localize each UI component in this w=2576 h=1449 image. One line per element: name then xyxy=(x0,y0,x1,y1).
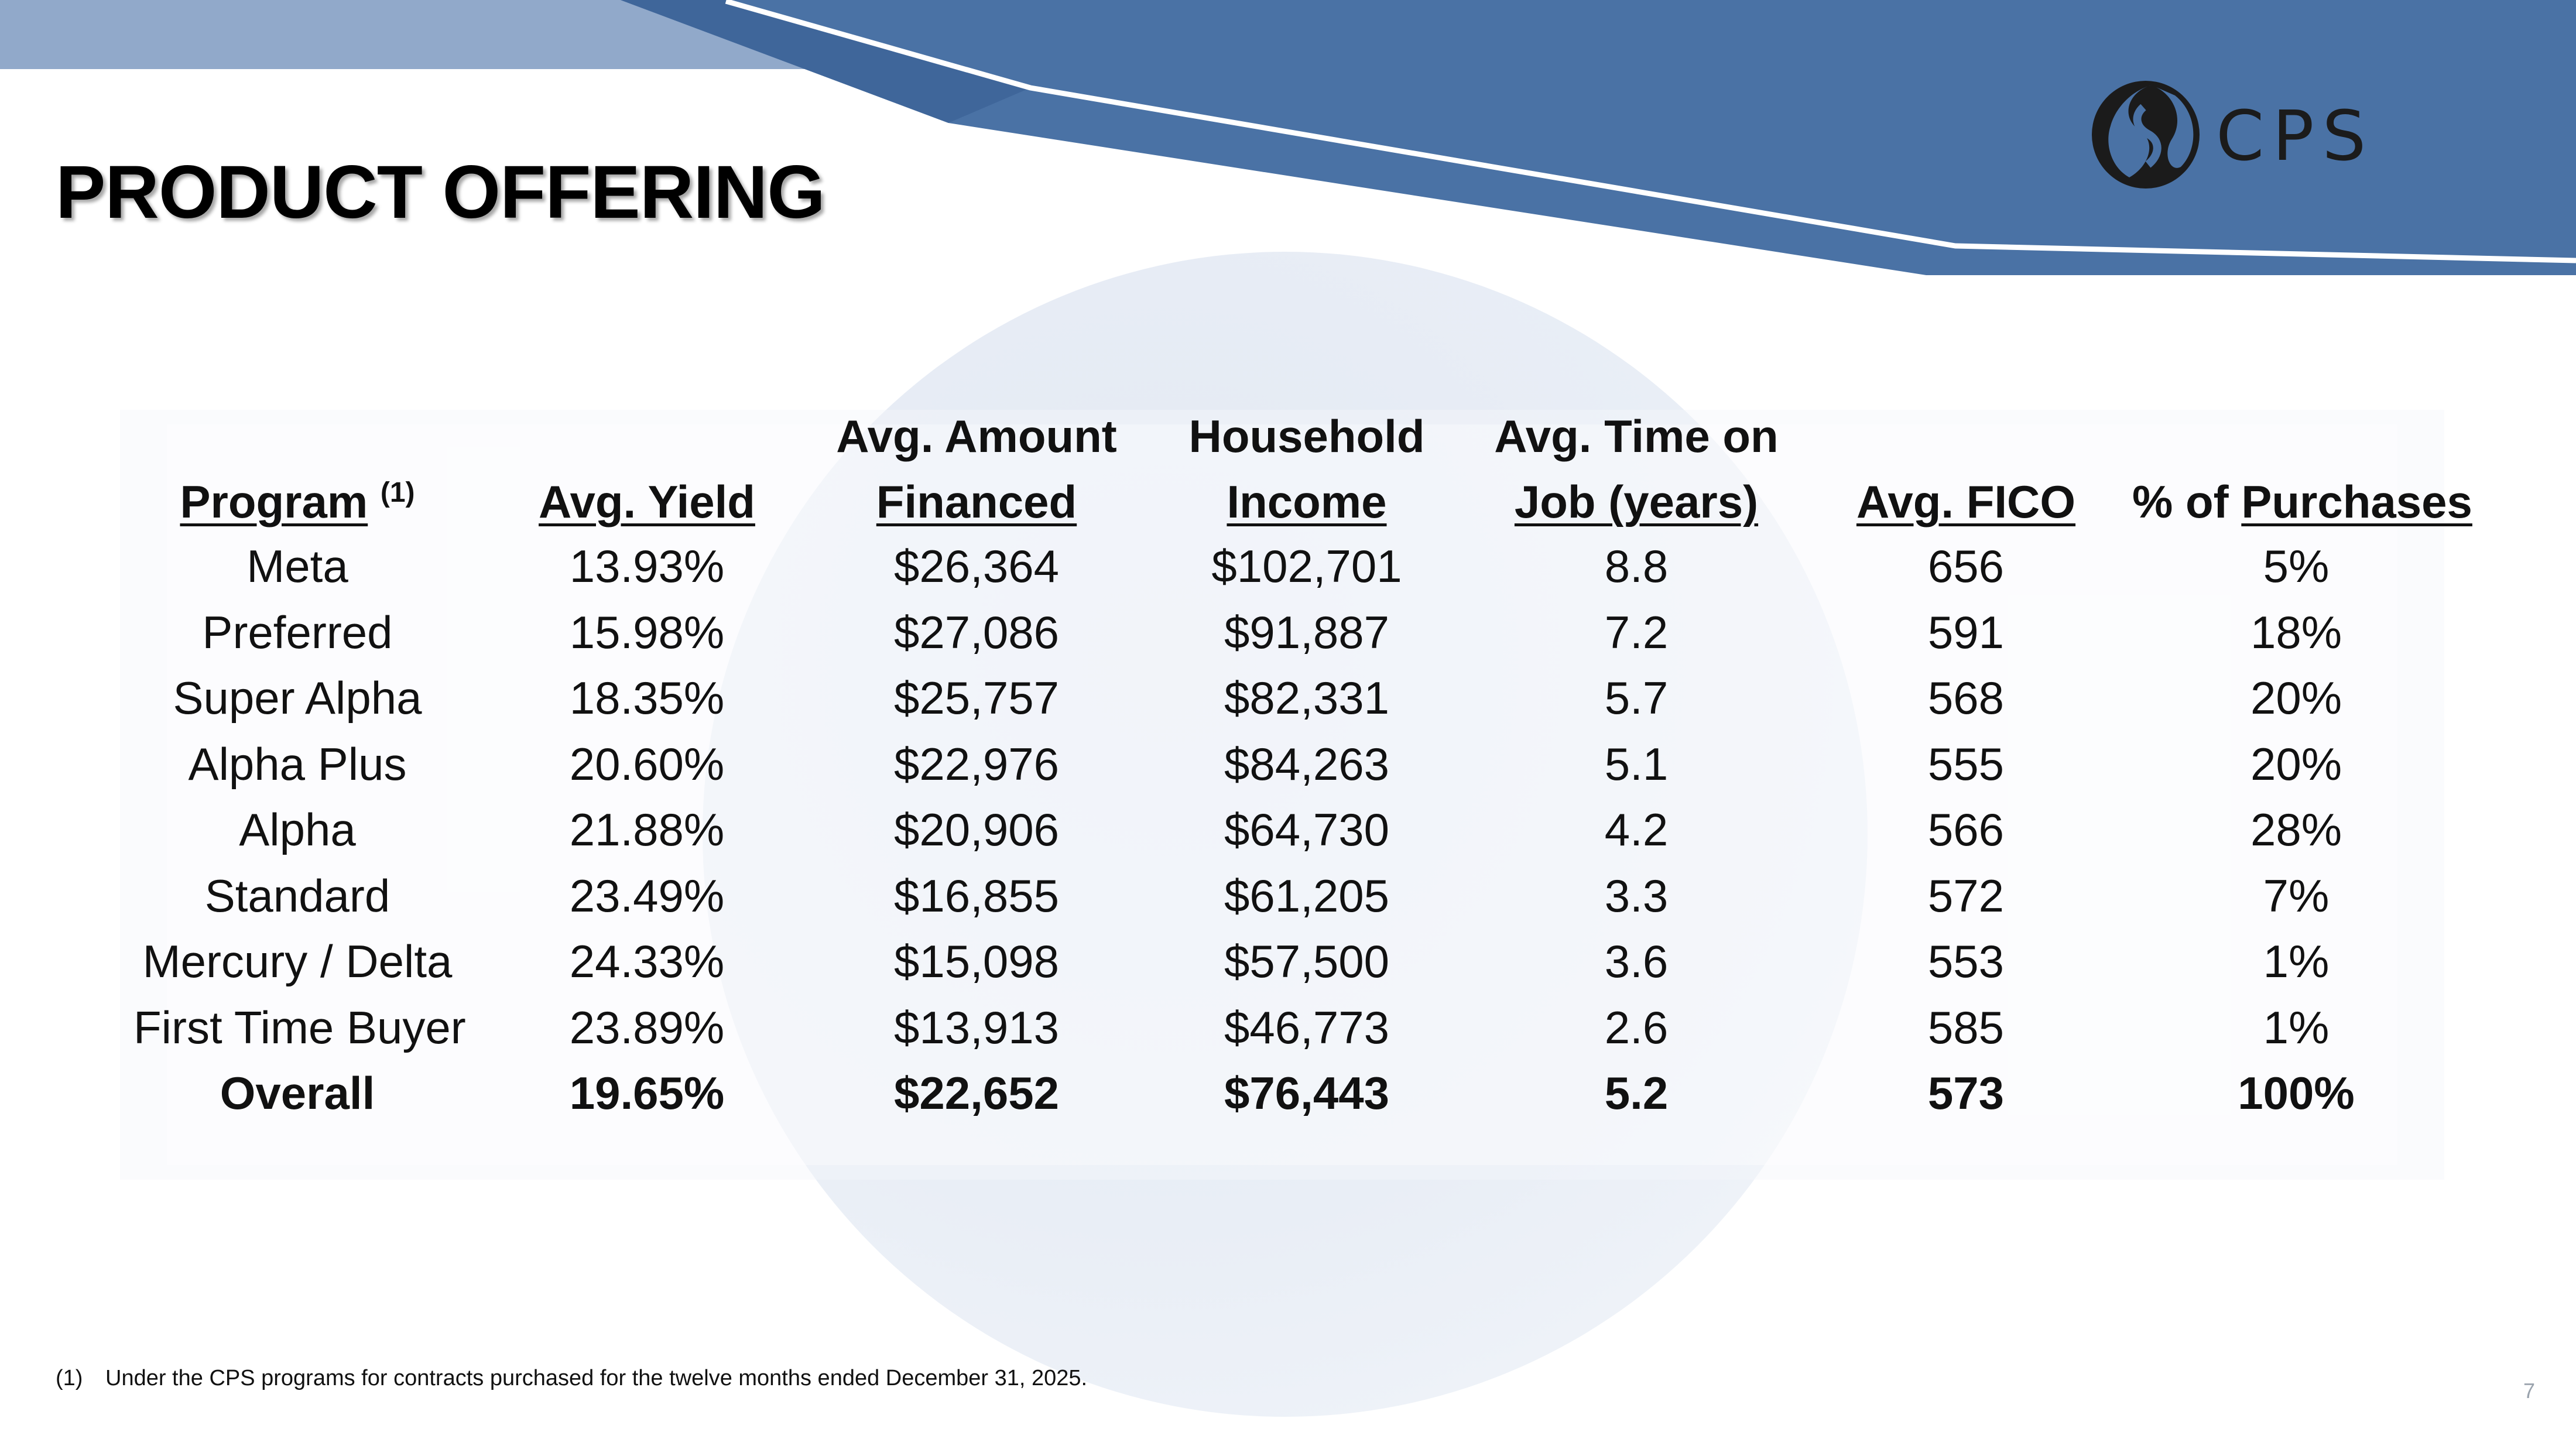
row-6-pct-purchases: 1% xyxy=(2263,936,2330,987)
row-3-avg-fico: 555 xyxy=(1927,738,2005,790)
row-6-avg-fico: 553 xyxy=(1927,936,2005,987)
program-footnote-ref: (1) xyxy=(380,477,415,508)
cps-logo-text: CPS xyxy=(2216,95,2375,176)
header-financed: Financed xyxy=(813,475,1140,529)
row-0-program: Meta xyxy=(246,540,348,592)
row-1-time-on-job: 7.2 xyxy=(1604,606,1669,658)
row-4-program: Alpha xyxy=(239,804,356,855)
row-1-household-income: $91,887 xyxy=(1224,606,1389,658)
total-row-program: Overall xyxy=(220,1067,375,1119)
row-1-avg-amount-financed: $27,086 xyxy=(894,606,1059,658)
row-6-program: Mercury / Delta xyxy=(142,936,453,987)
row-3-avg-amount-financed: $22,976 xyxy=(894,738,1059,790)
row-2-household-income: $82,331 xyxy=(1224,672,1389,724)
total-row-avg-yield: 19.65% xyxy=(569,1067,725,1119)
table-panel xyxy=(120,410,2444,1180)
header-avg-amount-line1: Avg. Amount xyxy=(836,410,1117,462)
row-6-time-on-job: 3.6 xyxy=(1604,936,1669,987)
row-7-avg-fico: 585 xyxy=(1927,1001,2005,1053)
row-0-avg-fico: 656 xyxy=(1927,540,2005,592)
header-avg-yield-label: Avg. Yield xyxy=(539,476,755,527)
row-2-program: Super Alpha xyxy=(173,672,422,724)
header-job-years: Job (years) xyxy=(1472,475,1800,529)
row-5-time-on-job: 3.3 xyxy=(1604,869,1669,922)
row-5-avg-fico: 572 xyxy=(1927,869,2005,922)
row-1-pct-purchases: 18% xyxy=(2250,606,2342,658)
header-avg-fico: Avg. FICO xyxy=(1802,475,2130,529)
page-title: PRODUCT OFFERING xyxy=(56,150,825,234)
footnote-text: Under the CPS programs for contracts pur… xyxy=(105,1366,1088,1390)
header-financed-label: Financed xyxy=(876,476,1077,527)
header-pct-prefix: % of xyxy=(2132,476,2242,527)
row-6-household-income: $57,500 xyxy=(1224,936,1389,987)
total-row-time-on-job: 5.2 xyxy=(1604,1067,1669,1119)
page-number: 7 xyxy=(2523,1379,2536,1403)
cps-logo-mark-icon xyxy=(2092,81,2200,189)
row-2-avg-yield: 18.35% xyxy=(569,672,725,724)
row-4-household-income: $64,730 xyxy=(1224,804,1389,855)
row-6-avg-amount-financed: $15,098 xyxy=(894,936,1059,987)
footnote-marker: (1) xyxy=(56,1366,83,1390)
row-5-program: Standard xyxy=(204,869,390,922)
total-row-household-income: $76,443 xyxy=(1224,1067,1389,1119)
row-0-pct-purchases: 5% xyxy=(2263,540,2330,592)
row-2-avg-fico: 568 xyxy=(1927,672,2005,724)
total-row-avg-fico: 573 xyxy=(1927,1067,2005,1119)
row-4-avg-fico: 566 xyxy=(1927,804,2005,855)
row-2-time-on-job: 5.7 xyxy=(1604,672,1669,724)
row-7-program: First Time Buyer xyxy=(133,1001,466,1053)
table-panel-inner xyxy=(167,424,2397,1165)
row-3-pct-purchases: 20% xyxy=(2250,738,2342,790)
row-4-avg-yield: 21.88% xyxy=(569,804,725,855)
header-pct-purchases: % of Purchases xyxy=(2132,475,2472,529)
header-program: Program (1) xyxy=(133,475,461,529)
total-row-pct-purchases: 100% xyxy=(2238,1067,2355,1119)
footnote: (1) Under the CPS programs for contracts … xyxy=(56,1366,1087,1391)
row-6-avg-yield: 24.33% xyxy=(569,936,725,987)
row-0-avg-amount-financed: $26,364 xyxy=(894,540,1059,592)
row-7-pct-purchases: 1% xyxy=(2263,1001,2330,1053)
row-5-household-income: $61,205 xyxy=(1224,869,1389,922)
row-7-avg-amount-financed: $13,913 xyxy=(894,1001,1059,1053)
row-7-time-on-job: 2.6 xyxy=(1604,1001,1669,1053)
row-2-pct-purchases: 20% xyxy=(2250,672,2342,724)
row-3-household-income: $84,263 xyxy=(1224,738,1389,790)
header-income-label: Income xyxy=(1227,476,1387,527)
header-time-on-job-line1: Avg. Time on xyxy=(1494,410,1779,462)
row-5-avg-yield: 23.49% xyxy=(569,869,725,922)
row-5-pct-purchases: 7% xyxy=(2263,869,2330,922)
row-0-time-on-job: 8.8 xyxy=(1604,540,1669,592)
header-avg-yield: Avg. Yield xyxy=(483,475,811,529)
row-0-household-income: $102,701 xyxy=(1211,540,1402,592)
header-program-label: Program xyxy=(180,476,368,527)
header-avg-fico-label: Avg. FICO xyxy=(1856,476,2076,527)
row-4-avg-amount-financed: $20,906 xyxy=(894,804,1059,855)
row-5-avg-amount-financed: $16,855 xyxy=(894,869,1059,922)
row-4-time-on-job: 4.2 xyxy=(1604,804,1669,855)
background-circle xyxy=(703,252,1868,1417)
row-1-avg-yield: 15.98% xyxy=(569,606,725,658)
row-1-program: Preferred xyxy=(202,606,393,658)
row-3-avg-yield: 20.60% xyxy=(569,738,725,790)
row-0-avg-yield: 13.93% xyxy=(569,540,725,592)
row-1-avg-fico: 591 xyxy=(1927,606,2005,658)
header-banner xyxy=(0,0,2576,281)
row-7-household-income: $46,773 xyxy=(1224,1001,1389,1053)
total-row-avg-amount-financed: $22,652 xyxy=(894,1067,1059,1119)
header-household-line1: Household xyxy=(1188,410,1425,462)
header-purchases-label: Purchases xyxy=(2241,476,2472,527)
row-2-avg-amount-financed: $25,757 xyxy=(894,672,1059,724)
row-7-avg-yield: 23.89% xyxy=(569,1001,725,1053)
header-income: Income xyxy=(1143,475,1471,529)
row-4-pct-purchases: 28% xyxy=(2250,804,2342,855)
row-3-time-on-job: 5.1 xyxy=(1604,738,1669,790)
cps-logo: CPS xyxy=(2087,73,2380,199)
row-3-program: Alpha Plus xyxy=(188,738,407,790)
header-job-years-label: Job (years) xyxy=(1514,476,1759,527)
